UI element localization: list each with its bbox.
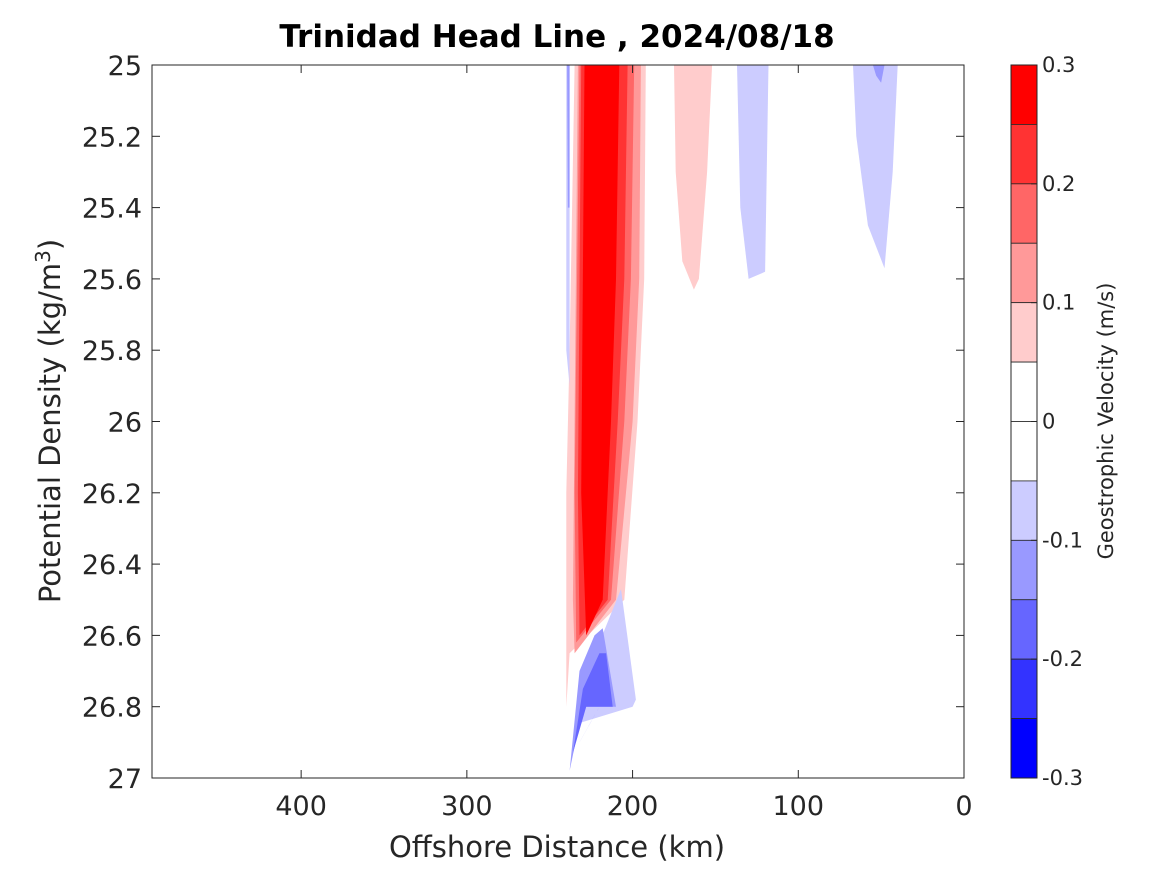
colorbar-swatch-3 bbox=[1010, 242, 1038, 304]
x-tick-label: 400 bbox=[275, 791, 327, 822]
x-tick-label: 200 bbox=[607, 791, 659, 822]
x-tick-label: 300 bbox=[441, 791, 493, 822]
y-tick-label: 25.2 bbox=[82, 122, 142, 153]
colorbar-swatch-4 bbox=[1010, 302, 1038, 363]
y-axis-label-main: Potential Density (kg/m bbox=[33, 263, 67, 603]
y-tick-label: 25 bbox=[108, 51, 142, 82]
contour-region-13 bbox=[572, 653, 613, 753]
y-tick-label: 25.6 bbox=[82, 265, 142, 296]
colorbar-swatch-0 bbox=[1010, 64, 1038, 125]
colorbar-tick-label: -0.3 bbox=[1042, 766, 1083, 790]
colorbar-swatch-1 bbox=[1010, 124, 1038, 185]
colorbar-swatch-8 bbox=[1010, 539, 1038, 601]
y-tick-label: 27 bbox=[108, 764, 142, 795]
contour-region-8 bbox=[737, 65, 769, 279]
contour-region-7 bbox=[567, 65, 570, 208]
colorbar-swatch-10 bbox=[1010, 658, 1038, 719]
y-axis-label: Potential Density (kg/m3) bbox=[31, 239, 67, 603]
contour-region-4 bbox=[581, 65, 620, 636]
chart-title: Trinidad Head Line , 2024/08/18 bbox=[279, 19, 834, 55]
colorbar-swatch-6 bbox=[1010, 421, 1038, 482]
x-tick-label: 0 bbox=[955, 791, 972, 822]
colorbar-label: Geostrophic Velocity (m/s) bbox=[1094, 283, 1118, 560]
contour-region-5 bbox=[674, 65, 713, 290]
colorbar-tick-label: -0.1 bbox=[1042, 528, 1083, 552]
y-tick-label: 26 bbox=[108, 408, 142, 439]
y-tick-label: 25.8 bbox=[82, 336, 142, 367]
y-axis-label-superscript: 3 bbox=[31, 250, 55, 263]
colorbar-swatch-2 bbox=[1010, 183, 1038, 244]
x-axis-label: Offshore Distance (km) bbox=[389, 830, 725, 864]
colorbar: 0.3 0.2 0.1 0 -0.1 -0.2 -0.3 bbox=[1010, 53, 1083, 790]
colorbar-tick-label: 0.2 bbox=[1042, 172, 1075, 196]
y-tick-label: 26.8 bbox=[82, 693, 142, 724]
colorbar-tick-label: -0.2 bbox=[1042, 647, 1083, 671]
contour-region-9 bbox=[853, 65, 898, 269]
y-axis: 25 25.2 25.4 25.6 25.8 26 26.2 26.4 26.6 26.8 27 bbox=[82, 51, 964, 795]
y-axis-label-tail: ) bbox=[33, 239, 67, 250]
contour-region-14 bbox=[579, 706, 600, 743]
contour-regions bbox=[566, 65, 898, 778]
y-tick-label: 26.6 bbox=[82, 621, 142, 652]
x-tick-label: 100 bbox=[773, 791, 825, 822]
colorbar-swatch-11 bbox=[1010, 718, 1038, 779]
colorbar-tick-label: 0.1 bbox=[1042, 291, 1075, 315]
colorbar-tick-label: 0 bbox=[1042, 410, 1055, 434]
colorbar-swatch-7 bbox=[1010, 480, 1038, 541]
y-tick-label: 26.2 bbox=[82, 479, 142, 510]
colorbar-tick-label: 0.3 bbox=[1042, 53, 1075, 77]
colorbar-swatch-5 bbox=[1010, 361, 1038, 422]
contour-region-10 bbox=[872, 65, 885, 83]
x-axis: 400 300 200 100 0 bbox=[275, 65, 973, 822]
y-tick-label: 26.4 bbox=[82, 550, 142, 581]
plot-area bbox=[152, 65, 964, 778]
y-tick-label: 25.4 bbox=[82, 194, 142, 225]
colorbar-swatch-9 bbox=[1010, 599, 1038, 660]
